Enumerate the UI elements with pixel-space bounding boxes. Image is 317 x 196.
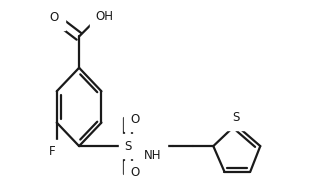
Text: O: O [50,11,59,24]
Text: F: F [49,145,55,158]
Text: O: O [130,166,139,179]
Text: O: O [130,113,139,126]
Text: S: S [232,111,239,124]
Text: OH: OH [95,10,113,23]
Text: NH: NH [144,149,162,162]
Text: S: S [125,140,132,153]
